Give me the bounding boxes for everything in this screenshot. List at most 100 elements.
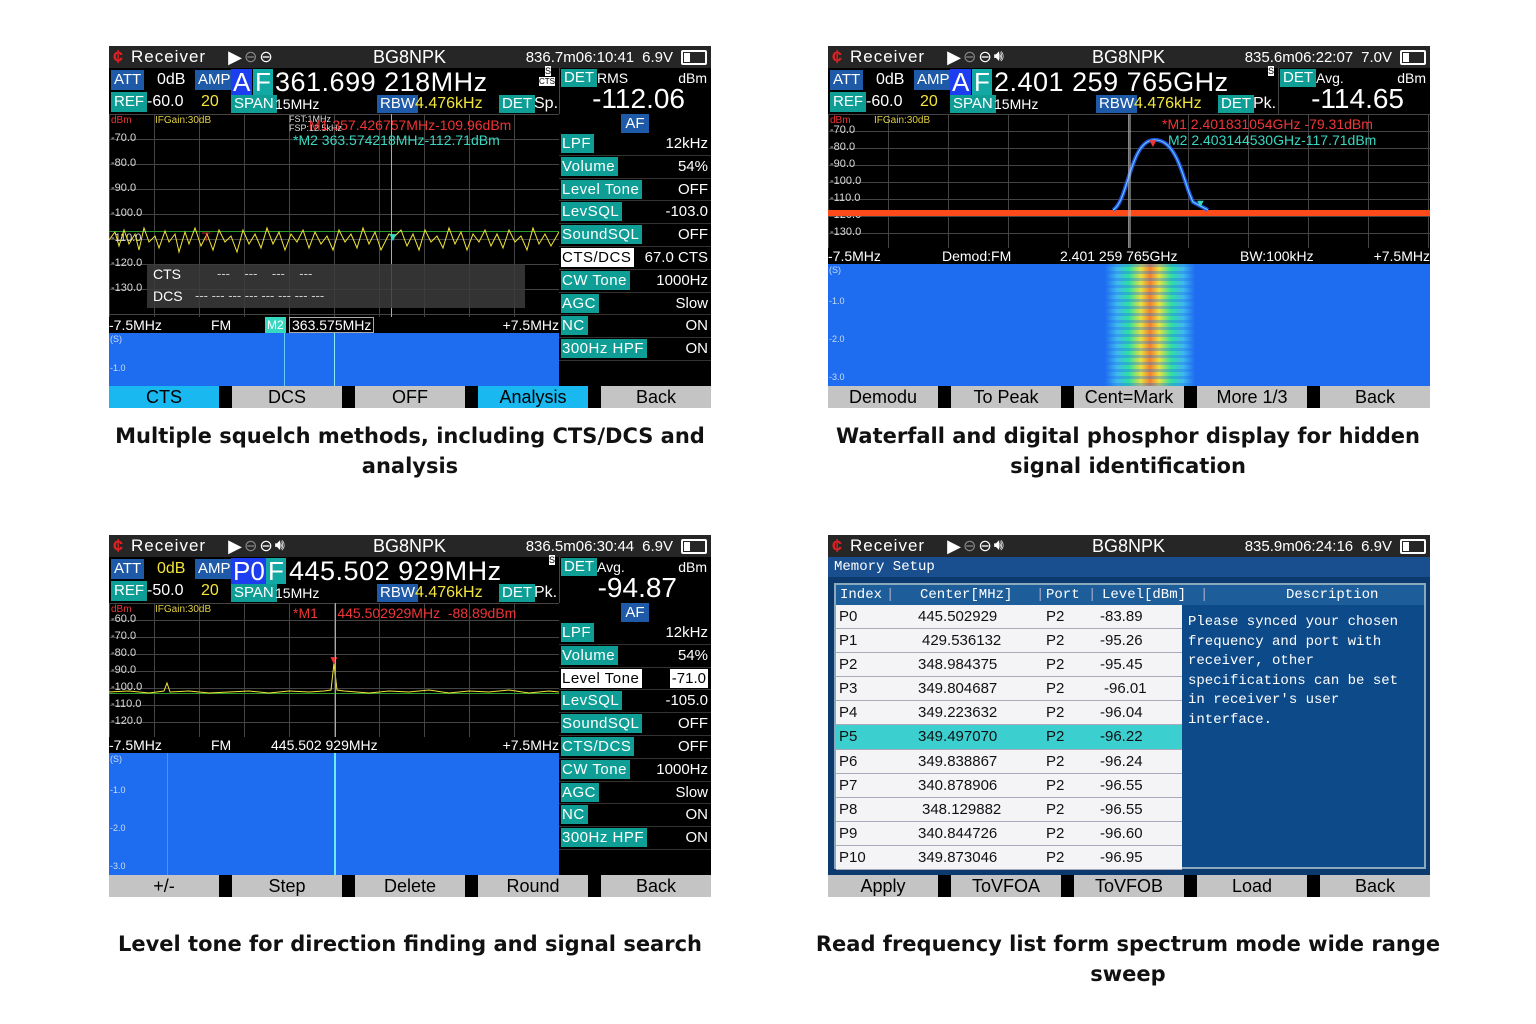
- menu-item-lpf[interactable]: LPF 12kHz: [559, 622, 711, 645]
- softkey-cent-mark[interactable]: Cent=Mark: [1074, 386, 1184, 408]
- softkey-back[interactable]: Back: [1320, 875, 1430, 897]
- marker-2-icon[interactable]: ▼: [1195, 198, 1206, 210]
- marker-1-icon[interactable]: ▼: [328, 653, 340, 667]
- menu-item-nc[interactable]: NC ON: [559, 315, 711, 339]
- table-row[interactable]: P2 348.984375 P2 -95.45: [836, 653, 1182, 678]
- softkey-to-peak[interactable]: To Peak: [951, 386, 1061, 408]
- center-frequency[interactable]: 361.699 218MHz: [275, 67, 488, 97]
- menu-item-soundsql[interactable]: SoundSQL OFF: [559, 713, 711, 736]
- softkey-cts[interactable]: CTS: [109, 386, 219, 408]
- marker-2-icon[interactable]: ▼: [387, 230, 399, 244]
- span-label[interactable]: SPAN: [231, 584, 277, 602]
- table-row[interactable]: P10 349.873046 P2 -96.95: [836, 845, 1182, 871]
- menu-item-agc[interactable]: AGC Slow: [559, 782, 711, 805]
- softkey-back[interactable]: Back: [1320, 386, 1430, 408]
- softkey-round[interactable]: Round: [478, 875, 588, 897]
- amp-label[interactable]: AMP: [195, 70, 234, 90]
- menu-item-cts-dcs[interactable]: CTS/DCS OFF: [559, 736, 711, 759]
- col-index[interactable]: Index: [840, 587, 883, 603]
- softkey-delete[interactable]: Delete: [355, 875, 465, 897]
- menu-item-volume[interactable]: Volume 54%: [559, 156, 711, 179]
- table-row[interactable]: P7 340.878906 P2 -96.55: [836, 773, 1182, 798]
- softkey-demodu[interactable]: Demodu: [828, 386, 938, 408]
- ref-label[interactable]: REF: [111, 581, 147, 601]
- menu-item-cts-dcs[interactable]: CTS/DCS 67.0 CTS: [559, 247, 711, 270]
- softkey-analysis[interactable]: Analysis: [478, 386, 588, 408]
- menu-item-soundsql[interactable]: SoundSQL OFF: [559, 224, 711, 247]
- table-row[interactable]: P3 349.804687 P2 -96.01: [836, 677, 1182, 702]
- rbw-label[interactable]: RBW: [377, 584, 418, 602]
- marker-1-icon[interactable]: ▼: [1147, 136, 1159, 150]
- mode-f-badge[interactable]: F: [972, 67, 992, 97]
- menu-item-level-tone[interactable]: Level Tone OFF: [559, 179, 711, 202]
- play-icon[interactable]: ▶: [947, 535, 961, 556]
- span-label[interactable]: SPAN: [950, 95, 996, 113]
- amp-label[interactable]: AMP: [195, 559, 234, 579]
- memory-p0-badge[interactable]: P0: [231, 556, 267, 586]
- span-label[interactable]: SPAN: [231, 95, 277, 113]
- softkey-apply[interactable]: Apply: [828, 875, 938, 897]
- mode-a-badge[interactable]: A: [231, 67, 253, 97]
- center-frequency[interactable]: 445.502 929MHz: [289, 556, 502, 586]
- softkey-load[interactable]: Load: [1197, 875, 1307, 897]
- det-mode-label[interactable]: DET: [561, 69, 597, 87]
- col-center[interactable]: Center[MHz]: [920, 587, 1013, 603]
- level-tone-line[interactable]: [109, 693, 559, 694]
- squelch-line[interactable]: [109, 231, 559, 232]
- softkey-more[interactable]: More 1/3: [1197, 386, 1307, 408]
- menu-item-lpf[interactable]: LPF 12kHz: [559, 133, 711, 156]
- ref-label[interactable]: REF: [111, 92, 147, 112]
- menu-item-hpf[interactable]: 300Hz HPF ON: [559, 827, 711, 850]
- table-row[interactable]: P1 429.536132 P2 -95.26: [836, 629, 1182, 654]
- softkey-to-vfoa[interactable]: ToVFOA: [951, 875, 1061, 897]
- menu-item-nc[interactable]: NC ON: [559, 804, 711, 828]
- spectrum-plot[interactable]: dBm IFGain:30dB -70.0 -80.0 -90.0 -100.0…: [109, 114, 559, 319]
- table-row-selected[interactable]: P5 349.497070 P2 -96.22: [836, 725, 1182, 750]
- menu-item-cw-tone[interactable]: CW Tone 1000Hz: [559, 759, 711, 782]
- mode-f-badge[interactable]: F: [266, 556, 286, 586]
- softkey-back[interactable]: Back: [601, 386, 711, 408]
- table-row[interactable]: P9 340.844726 P2 -96.60: [836, 821, 1182, 846]
- mode-a-badge[interactable]: A: [950, 67, 972, 97]
- softkey-plus-minus[interactable]: +/-: [109, 875, 219, 897]
- phosphor-spectrum-plot[interactable]: dBm IFGain:30dB -70.0 -80.0 -90.0 -100.0…: [828, 114, 1430, 250]
- att-label[interactable]: ATT: [830, 70, 864, 90]
- col-description[interactable]: Description: [1286, 587, 1379, 603]
- softkey-back[interactable]: Back: [601, 875, 711, 897]
- att-label[interactable]: ATT: [111, 70, 145, 90]
- center-frequency[interactable]: 2.401 259 765GHz: [994, 67, 1229, 97]
- level-tone-input[interactable]: -71.0: [669, 668, 708, 688]
- softkey-off[interactable]: OFF: [355, 386, 465, 408]
- menu-item-level-tone[interactable]: Level Tone -71.0: [559, 668, 711, 691]
- menu-item-hpf[interactable]: 300Hz HPF ON: [559, 338, 711, 361]
- menu-item-volume[interactable]: Volume 54%: [559, 645, 711, 668]
- marker-1-icon[interactable]: ⊤: [201, 230, 212, 244]
- det-label[interactable]: DET: [499, 584, 535, 602]
- spectrum-plot[interactable]: dBm IFGain:30dB -60.0 -70.0 -80.0 -90.0 …: [109, 603, 559, 739]
- rbw-label[interactable]: RBW: [377, 95, 418, 113]
- menu-item-cw-tone[interactable]: CW Tone 1000Hz: [559, 270, 711, 293]
- waterfall-display[interactable]: (S) -1.0 -2.0 -3.0: [109, 753, 559, 875]
- table-row[interactable]: P6 349.838867 P2 -96.24: [836, 749, 1182, 774]
- menu-item-levsql[interactable]: LevSQL -103.0: [559, 201, 711, 225]
- det-mode-label[interactable]: DET: [1280, 69, 1316, 87]
- softkey-step[interactable]: Step: [232, 875, 342, 897]
- table-row[interactable]: P4 349.223632 P2 -96.04: [836, 701, 1182, 726]
- play-icon[interactable]: ▶: [228, 46, 242, 67]
- rbw-label[interactable]: RBW: [1096, 95, 1137, 113]
- att-label[interactable]: ATT: [111, 559, 145, 579]
- table-row[interactable]: P8 348.129882 P2 -96.55: [836, 797, 1182, 822]
- det-label[interactable]: DET: [499, 95, 535, 113]
- col-level[interactable]: Level[dBm]: [1102, 587, 1187, 603]
- marker-frequency[interactable]: 363.575MHz: [289, 317, 375, 333]
- play-icon[interactable]: ▶: [947, 46, 961, 67]
- play-icon[interactable]: ▶: [228, 535, 242, 556]
- softkey-dcs[interactable]: DCS: [232, 386, 342, 408]
- det-label[interactable]: DET: [1218, 95, 1254, 113]
- waterfall-display[interactable]: (S) -1.0: [109, 333, 559, 386]
- ref-label[interactable]: REF: [830, 92, 866, 112]
- table-row[interactable]: P0 445.502929 P2 -83.89: [836, 605, 1182, 630]
- amp-label[interactable]: AMP: [914, 70, 953, 90]
- softkey-to-vfob[interactable]: ToVFOB: [1074, 875, 1184, 897]
- menu-item-agc[interactable]: AGC Slow: [559, 293, 711, 316]
